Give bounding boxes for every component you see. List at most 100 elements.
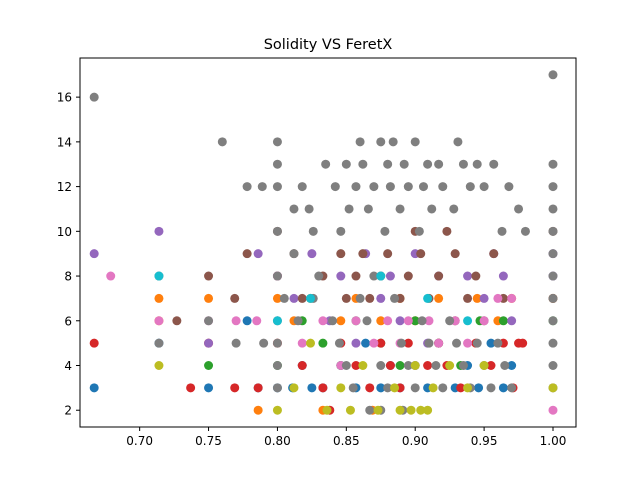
data-point	[403, 182, 413, 192]
data-point	[358, 159, 368, 169]
data-point	[390, 383, 400, 393]
data-point	[345, 405, 355, 415]
data-point	[414, 226, 424, 236]
data-point	[362, 316, 372, 326]
data-point	[373, 405, 383, 415]
data-point	[403, 271, 413, 281]
data-point	[507, 316, 517, 326]
data-point	[507, 361, 517, 370]
data-point	[369, 182, 379, 192]
data-point	[279, 293, 289, 303]
data-point	[272, 316, 282, 326]
data-point	[259, 338, 269, 348]
data-point	[186, 383, 196, 393]
data-point	[289, 249, 299, 259]
data-point	[336, 271, 346, 281]
y-tick-label: 16	[57, 91, 72, 105]
data-point	[204, 361, 214, 370]
data-point	[458, 361, 468, 370]
data-point	[385, 271, 395, 281]
data-point	[365, 383, 375, 393]
data-point	[520, 226, 530, 236]
data-point	[154, 271, 164, 281]
data-point	[351, 271, 361, 281]
data-point	[463, 271, 473, 281]
data-point	[449, 204, 459, 214]
data-point	[204, 293, 214, 303]
x-tick-label: 0.80	[264, 434, 291, 448]
data-point	[489, 249, 499, 259]
data-point	[410, 361, 420, 370]
data-point	[365, 405, 375, 415]
data-point	[383, 383, 393, 393]
data-point	[217, 137, 227, 147]
data-point	[355, 293, 365, 303]
data-point	[445, 361, 455, 370]
data-point	[479, 316, 489, 326]
data-point	[351, 316, 361, 326]
data-point	[434, 271, 444, 281]
data-point	[318, 338, 328, 348]
data-point	[172, 316, 182, 326]
data-point	[504, 182, 514, 192]
data-point	[307, 383, 317, 393]
data-point	[376, 271, 386, 281]
data-point	[272, 293, 282, 303]
data-point	[369, 271, 379, 281]
data-point	[336, 383, 346, 393]
data-point	[548, 70, 558, 80]
data-point	[289, 293, 299, 303]
data-point	[548, 159, 558, 169]
data-point	[253, 249, 263, 259]
data-point	[423, 293, 433, 303]
data-point	[154, 316, 164, 326]
data-point	[548, 271, 558, 281]
data-point	[363, 204, 373, 214]
data-point	[403, 361, 413, 370]
data-point	[358, 249, 368, 259]
data-point	[410, 316, 420, 326]
data-point	[272, 361, 282, 370]
data-point	[395, 204, 405, 214]
y-tick-label: 8	[64, 270, 72, 284]
data-point	[500, 361, 510, 370]
data-point	[341, 159, 351, 169]
data-point	[442, 226, 452, 236]
points-layer	[89, 70, 558, 415]
data-point	[369, 338, 379, 348]
data-point	[486, 338, 496, 348]
data-point	[497, 226, 507, 236]
data-point	[204, 316, 214, 326]
data-point	[431, 361, 441, 370]
data-point	[204, 271, 214, 281]
data-point	[306, 338, 315, 348]
data-point	[376, 338, 386, 348]
data-point	[272, 271, 282, 281]
data-point	[204, 338, 214, 348]
data-point	[438, 182, 448, 192]
data-point	[452, 338, 462, 348]
data-point	[463, 338, 473, 348]
data-point	[252, 316, 262, 326]
data-point	[456, 383, 466, 393]
data-point	[548, 182, 558, 192]
data-point	[548, 249, 558, 259]
data-point	[396, 338, 406, 348]
data-point	[428, 383, 438, 393]
data-point	[154, 361, 164, 370]
data-point	[376, 316, 386, 326]
data-point	[548, 361, 558, 370]
x-axis: 0.70 0.75 0.80 0.85 0.90 0.95 1.00	[126, 427, 566, 448]
data-point	[434, 159, 444, 169]
data-point	[154, 226, 164, 236]
plot-frame	[79, 57, 577, 428]
data-point	[297, 293, 307, 303]
data-point	[450, 249, 460, 259]
data-point	[304, 204, 314, 214]
data-point	[390, 293, 400, 303]
x-tick-label: 0.95	[471, 434, 498, 448]
data-point	[272, 137, 282, 147]
data-point	[231, 338, 241, 348]
data-point	[465, 182, 475, 192]
